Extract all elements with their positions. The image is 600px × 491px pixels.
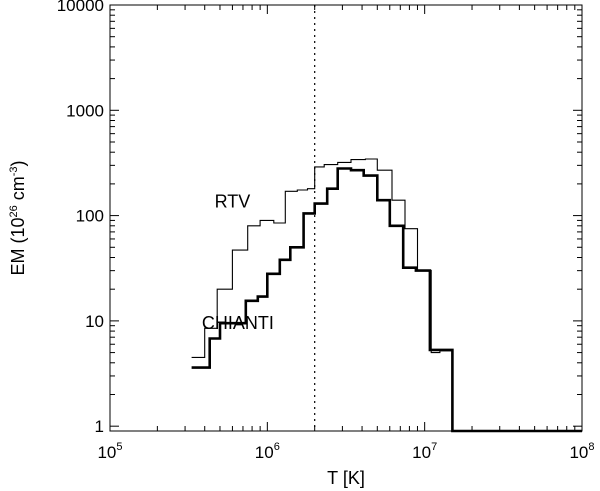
annotation-group: RTV CHIANTI [202,191,274,333]
x-tick-label: 108 [569,441,594,462]
x-axis-title: T [K] [327,468,365,488]
y-tick-label: 100 [76,207,104,226]
y-axis-title-suffix: ) [8,160,28,166]
x-tick-label-exp: 6 [274,441,280,453]
y-axis-title-mid: cm [8,176,28,205]
series-line-chianti [191,167,582,433]
annotation-rtv: RTV [215,191,251,211]
x-tick-label-exp: 8 [588,441,594,453]
x-tick-label-base: 10 [412,443,431,462]
x-tick-label-exp: 5 [116,441,122,453]
x-tick-label: 106 [255,441,280,462]
y-tick-label: 1 [95,417,104,436]
series-line-rtv [191,158,582,432]
x-tick-label-exp: 7 [431,441,437,453]
x-tick-label: 107 [412,441,437,462]
x-tick-label-base: 10 [569,443,588,462]
series-group [191,158,582,433]
x-tick-label-base: 10 [255,443,274,462]
plot-frame [109,4,583,432]
x-tick-label-base: 10 [97,443,116,462]
x-tick-label: 105 [97,441,122,462]
y-tick-label: 10 [85,312,104,331]
axis-ticks [109,5,582,432]
y-tick-label: 1000 [66,101,104,120]
y-axis-title-exp2: -3 [8,166,20,176]
y-axis-title: EM (1026 cm-3) [8,160,28,275]
annotation-chianti: CHIANTI [202,313,274,333]
y-axis-title-prefix: EM (10 [8,218,28,276]
y-tick-label: 10000 [57,0,104,15]
y-axis-title-exp: 26 [8,205,20,217]
